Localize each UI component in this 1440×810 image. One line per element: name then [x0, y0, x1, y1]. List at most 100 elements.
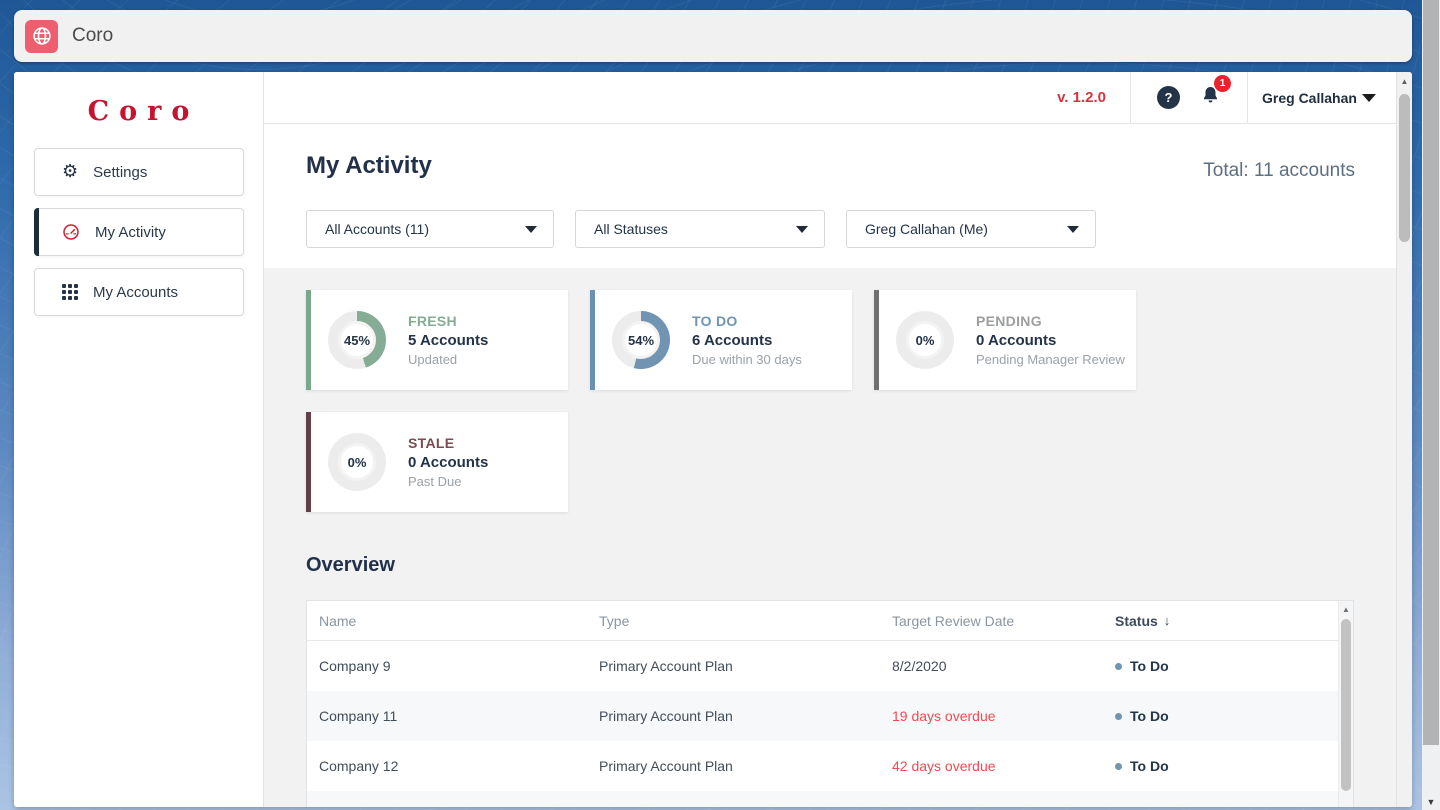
stat-caption: Updated — [408, 352, 458, 367]
cell-name: Company 9 — [319, 658, 391, 674]
chevron-down-icon — [796, 225, 808, 233]
stat-title: STALE — [408, 435, 455, 451]
stat-card-fresh[interactable]: 45% FRESH 5 Accounts Updated — [306, 290, 568, 390]
chevron-down-icon — [1362, 93, 1376, 102]
user-name: Greg Callahan — [1262, 89, 1357, 106]
column-header-target-review-date[interactable]: Target Review Date — [892, 612, 1015, 629]
sidebar-item-my-accounts[interactable]: My Accounts — [34, 268, 244, 316]
stat-card-pending[interactable]: 0% PENDING 0 Accounts Pending Manager Re… — [874, 290, 1136, 390]
status-label: To Do — [1130, 708, 1169, 724]
bell-icon — [1204, 86, 1217, 103]
sidebar-item-settings[interactable]: ⚙ Settings — [34, 148, 244, 196]
stat-accounts: 0 Accounts — [976, 332, 1057, 349]
column-header-status[interactable]: Status ↓ — [1115, 613, 1338, 629]
status-filter-dropdown[interactable]: All Statuses — [575, 210, 825, 248]
table-row-partial — [307, 791, 1338, 807]
cell-status: To Do — [1115, 708, 1338, 724]
cell-type: Primary Account Plan — [599, 658, 733, 674]
gauge-icon — [62, 223, 80, 241]
table-row[interactable]: Company 11 Primary Account Plan 19 days … — [307, 691, 1338, 741]
filters-row: All Accounts (11) All Statuses Greg Call… — [306, 210, 1096, 248]
window-scrollbar-thumb[interactable] — [1423, 0, 1439, 745]
table-header-row: Name Type Target Review Date Status ↓ — [307, 601, 1338, 641]
status-dot-icon — [1115, 662, 1122, 670]
sidebar-item-label: Settings — [93, 163, 148, 181]
content-scrollbar[interactable]: ▲ — [1396, 72, 1412, 807]
donut-percent: 54% — [622, 321, 660, 359]
sidebar: Coro ⚙ Settings My Activity — [14, 72, 264, 807]
scroll-down-icon[interactable]: ▼ — [1426, 797, 1436, 807]
donut-percent: 45% — [338, 321, 376, 359]
user-menu[interactable]: Greg Callahan — [1248, 90, 1396, 106]
help-glyph: ? — [1164, 90, 1173, 105]
donut-percent: 0% — [338, 443, 376, 481]
window-scrollbar[interactable]: ▼ — [1422, 0, 1440, 810]
page-title: My Activity — [306, 152, 432, 179]
cell-status: To Do — [1115, 658, 1338, 674]
gear-icon: ⚙ — [62, 161, 79, 182]
dropdown-value: All Statuses — [594, 221, 668, 237]
cell-name: Company 12 — [319, 758, 399, 774]
donut-chart-todo: 54% — [612, 311, 670, 369]
grid-icon — [62, 284, 78, 300]
help-icon[interactable]: ? — [1157, 86, 1180, 109]
column-header-name[interactable]: Name — [319, 612, 357, 629]
cell-name: Company 11 — [319, 708, 398, 724]
stat-title: TO DO — [692, 313, 738, 329]
cell-date: 8/2/2020 — [892, 658, 947, 674]
overview-table: Name Type Target Review Date Status ↓ Co… — [306, 600, 1354, 807]
table-scrollbar[interactable]: ▲ — [1338, 601, 1353, 807]
stat-caption: Past Due — [408, 474, 462, 489]
chevron-down-icon — [1067, 225, 1079, 233]
stat-accounts: 0 Accounts — [408, 454, 489, 471]
scroll-up-icon[interactable]: ▲ — [1400, 76, 1409, 86]
cell-type: Primary Account Plan — [599, 708, 733, 724]
stat-accounts: 6 Accounts — [692, 332, 773, 349]
main-area: v. 1.2.0 ? 1 Greg Callahan — [264, 72, 1396, 807]
cell-date: 19 days overdue — [892, 708, 996, 724]
status-dot-icon — [1115, 712, 1122, 720]
stat-accounts: 5 Accounts — [408, 332, 489, 349]
table-scrollbar-thumb[interactable] — [1341, 619, 1351, 791]
sort-desc-icon: ↓ — [1163, 613, 1171, 628]
column-header-type[interactable]: Type — [599, 612, 630, 629]
taskbar-title: Coro — [72, 25, 114, 46]
scroll-up-icon[interactable]: ▲ — [1342, 604, 1350, 614]
stat-caption: Pending Manager Review — [976, 352, 1125, 367]
table-row[interactable]: Company 9 Primary Account Plan 8/2/2020 … — [307, 641, 1338, 691]
column-header-status-label: Status — [1115, 612, 1158, 629]
cell-status: To Do — [1115, 758, 1338, 774]
app-window: Coro ⚙ Settings My Activity — [14, 72, 1412, 807]
chevron-down-icon — [525, 225, 537, 233]
top-header: v. 1.2.0 ? 1 Greg Callahan — [264, 72, 1396, 124]
coro-logo: Coro — [87, 96, 200, 127]
notification-badge: 1 — [1214, 75, 1231, 92]
owner-filter-dropdown[interactable]: Greg Callahan (Me) — [846, 210, 1096, 248]
app-globe-icon — [25, 19, 58, 53]
accounts-filter-dropdown[interactable]: All Accounts (11) — [306, 210, 554, 248]
stat-title: PENDING — [976, 313, 1042, 329]
content-scrollbar-thumb[interactable] — [1399, 94, 1410, 242]
sidebar-item-label: My Accounts — [93, 283, 179, 301]
sidebar-nav: ⚙ Settings My Activity My Accounts — [34, 148, 244, 328]
table-row[interactable]: Company 12 Primary Account Plan 42 days … — [307, 741, 1338, 791]
stat-caption: Due within 30 days — [692, 352, 802, 367]
stat-card-stale[interactable]: 0% STALE 0 Accounts Past Due — [306, 412, 568, 512]
header-divider — [1130, 72, 1131, 123]
stat-cards: 45% FRESH 5 Accounts Updated 54% TO DO 6… — [306, 290, 1136, 512]
cell-date: 42 days overdue — [892, 758, 996, 774]
content-area: 45% FRESH 5 Accounts Updated 54% TO DO 6… — [264, 268, 1396, 807]
stat-title: FRESH — [408, 313, 457, 329]
status-dot-icon — [1115, 762, 1122, 770]
overview-title: Overview — [306, 554, 395, 576]
donut-chart-fresh: 45% — [328, 311, 386, 369]
status-label: To Do — [1130, 758, 1169, 774]
taskbar: Coro — [14, 10, 1412, 62]
notifications-button[interactable]: 1 — [1200, 75, 1231, 111]
status-label: To Do — [1130, 658, 1169, 674]
sidebar-item-my-activity[interactable]: My Activity — [34, 208, 244, 256]
version-label: v. 1.2.0 — [1057, 89, 1106, 106]
stat-card-todo[interactable]: 54% TO DO 6 Accounts Due within 30 days — [590, 290, 852, 390]
page-head: My Activity Total: 11 accounts All Accou… — [264, 124, 1396, 268]
dropdown-value: All Accounts (11) — [325, 221, 430, 237]
